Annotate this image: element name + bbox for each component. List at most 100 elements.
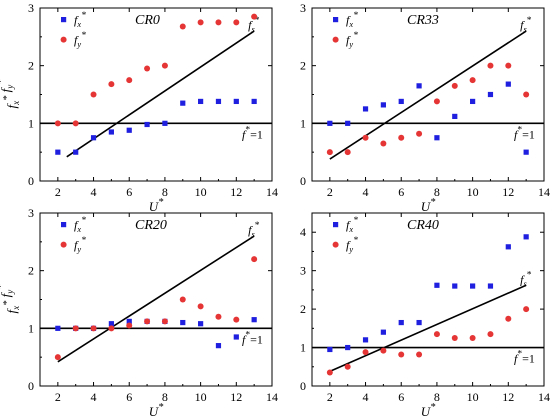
y-tick-label: 0: [300, 174, 306, 188]
point-fy: [487, 62, 494, 69]
point-fy: [90, 91, 97, 98]
point-fx: [470, 283, 476, 289]
point-fy: [523, 91, 530, 98]
x-tick-label: 12: [502, 185, 514, 199]
point-fy: [380, 347, 387, 354]
x-tick-label: 2: [327, 185, 333, 199]
point-fy: [197, 303, 204, 310]
legend-marker-fy: [332, 241, 339, 248]
point-fy: [54, 120, 61, 127]
x-tick-label: 10: [467, 390, 479, 404]
point-fy: [398, 351, 405, 358]
x-tick-label: 12: [502, 390, 514, 404]
point-fy: [344, 363, 351, 370]
x-tick-label: 4: [91, 185, 97, 199]
point-fx: [233, 98, 239, 105]
point-fy: [126, 77, 133, 84]
y-tick-label: 0: [28, 379, 34, 393]
x-tick-label: 10: [195, 390, 207, 404]
point-fy: [469, 334, 476, 341]
point-fy: [161, 62, 168, 69]
point-fx: [73, 149, 79, 155]
point-fy: [179, 296, 186, 303]
point-fx: [452, 283, 458, 289]
point-fx: [398, 319, 404, 326]
fit-line: [66, 30, 255, 158]
y-tick-label: 2: [28, 264, 34, 278]
x-tick-label: 10: [195, 185, 207, 199]
point-fx: [55, 325, 61, 331]
point-fx: [487, 91, 494, 98]
y-tick-label: 2: [28, 59, 34, 73]
x-axis-label: U*: [149, 402, 164, 417]
point-fx: [90, 135, 97, 141]
y-tick-label: 3: [300, 1, 306, 15]
legend-marker-fx: [333, 17, 339, 23]
point-fx: [362, 106, 369, 112]
point-fx: [126, 318, 132, 325]
point-fy: [487, 331, 494, 338]
point-fy: [416, 130, 423, 137]
legend-label-fx: fx*: [346, 10, 358, 29]
y-tick-label: 3: [300, 264, 306, 278]
x-tick-label: 12: [230, 185, 242, 199]
point-fx: [108, 129, 114, 135]
point-fx: [380, 329, 386, 335]
point-fy: [215, 313, 222, 320]
point-fx: [434, 282, 440, 288]
point-fy: [469, 77, 476, 84]
point-fy: [126, 322, 133, 329]
legend-marker-fy: [60, 36, 67, 43]
point-fy: [344, 149, 351, 156]
y-tick-label: 0: [28, 174, 34, 188]
point-fx: [487, 283, 494, 289]
x-tick-label: 14: [538, 390, 550, 404]
point-fx: [362, 337, 369, 343]
legend-label-fx: fx*: [74, 10, 86, 29]
fit-line-label: fs*: [520, 15, 532, 34]
point-fx: [180, 100, 186, 106]
x-tick-label: 4: [363, 185, 369, 199]
x-tick-label: 8: [434, 390, 440, 404]
point-fx: [505, 244, 511, 250]
reference-line-label: f*=1: [242, 329, 263, 346]
point-fy: [108, 81, 115, 88]
y-tick-label: 1: [300, 116, 306, 130]
x-tick-label: 2: [55, 390, 61, 404]
point-fy: [326, 149, 333, 156]
point-fx: [251, 98, 257, 105]
x-tick-label: 14: [266, 390, 278, 404]
point-fy: [523, 306, 530, 313]
x-tick-label: 2: [327, 390, 333, 404]
x-tick-label: 8: [162, 390, 168, 404]
legend-marker-fy: [332, 36, 339, 43]
x-tick-label: 8: [162, 185, 168, 199]
point-fy: [54, 354, 61, 361]
point-fy: [90, 325, 97, 332]
point-fx: [162, 120, 168, 126]
y-tick-label: 2: [300, 59, 306, 73]
x-tick-label: 14: [538, 185, 550, 199]
point-fx: [505, 81, 511, 87]
x-tick-label: 6: [126, 390, 132, 404]
y-tick-label: 1: [28, 321, 34, 335]
reference-line-label: f*=1: [514, 349, 535, 366]
y-axis-label: fx* fy*: [0, 284, 21, 314]
legend-label-fy: fy*: [346, 235, 358, 254]
point-fy: [251, 13, 258, 20]
y-tick-label: 0: [300, 379, 306, 393]
point-fx: [470, 98, 476, 105]
point-fx: [180, 319, 186, 326]
point-fx: [452, 113, 458, 120]
point-fy: [233, 316, 240, 323]
x-tick-label: 14: [266, 185, 278, 199]
point-fx: [416, 83, 422, 89]
y-tick-label: 3: [28, 206, 34, 220]
point-fx: [108, 321, 114, 327]
point-fx: [55, 149, 61, 155]
point-fy: [380, 140, 387, 147]
y-tick-label: 4: [300, 225, 306, 239]
